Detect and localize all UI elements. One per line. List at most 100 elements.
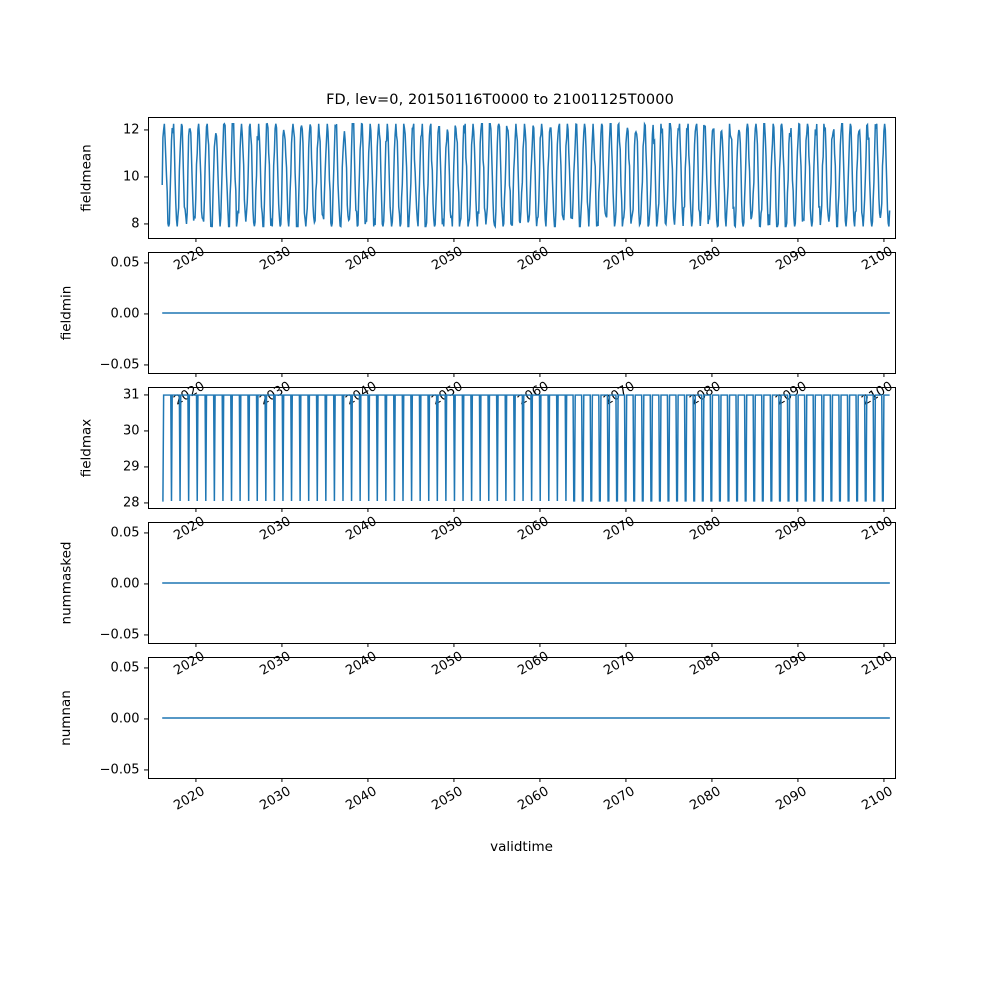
- y-tick-label-fieldmax-0: 28: [122, 495, 140, 511]
- y-axis-label-nummasked: nummasked: [57, 541, 74, 625]
- x-tick-mark-fieldmean-2: [367, 238, 369, 243]
- x-tick-label-numnan-4: 2060: [515, 784, 552, 814]
- plot-area-fieldmin: [149, 253, 895, 373]
- plot-area-fieldmax: [149, 388, 895, 508]
- y-tick-mark-nummasked-0: [144, 634, 149, 636]
- x-tick-mark-fieldmin-7: [797, 373, 799, 378]
- y-tick-label-fieldmax-3: 31: [122, 387, 140, 403]
- x-tick-mark-fieldmax-7: [797, 508, 799, 513]
- data-series-numnan: [161, 717, 890, 719]
- x-tick-mark-nummasked-4: [539, 643, 541, 648]
- y-tick-label-nummasked-0: −0.05: [99, 627, 140, 643]
- x-tick-label-numnan-2: 2040: [343, 784, 380, 814]
- x-tick-mark-fieldmean-7: [797, 238, 799, 243]
- data-series-nummasked: [161, 582, 890, 584]
- y-axis-label-fieldmin: fieldmin: [57, 285, 74, 341]
- x-axis-label: validtime: [490, 839, 553, 855]
- y-tick-mark-fieldmax-0: [144, 502, 149, 504]
- x-tick-mark-nummasked-3: [453, 643, 455, 648]
- y-tick-mark-nummasked-2: [144, 532, 149, 534]
- x-tick-mark-fieldmean-1: [281, 238, 283, 243]
- y-tick-mark-fieldmin-2: [144, 262, 149, 264]
- x-tick-mark-fieldmax-8: [883, 508, 885, 513]
- x-tick-mark-numnan-2: [367, 778, 369, 783]
- x-tick-mark-fieldmin-8: [883, 373, 885, 378]
- data-series-fieldmax: [161, 394, 890, 502]
- x-tick-mark-nummasked-7: [797, 643, 799, 648]
- x-tick-mark-fieldmax-3: [453, 508, 455, 513]
- y-axis-label-numnan: numnan: [57, 690, 74, 746]
- x-tick-mark-numnan-1: [281, 778, 283, 783]
- subplot-fieldmean: 8 10 12 2020 2030 2040 2050 2060 2070 2080 2090 210…: [123, 117, 896, 274]
- x-tick-mark-fieldmean-0: [195, 238, 197, 243]
- y-tick-mark-numnan-0: [144, 769, 149, 771]
- y-axis-label-fieldmean: fieldmean: [78, 144, 95, 212]
- plot-area-numnan: [149, 658, 895, 778]
- y-tick-mark-fieldmin-0: [144, 364, 149, 366]
- y-tick-mark-nummasked-1: [144, 583, 149, 585]
- data-series-fieldmin: [161, 312, 890, 314]
- x-tick-mark-fieldmin-3: [453, 373, 455, 378]
- y-tick-mark-fieldmax-2: [144, 430, 149, 432]
- y-tick-mark-fieldmean-2: [144, 129, 149, 131]
- y-tick-label-fieldmax-2: 30: [122, 423, 140, 439]
- y-tick-label-nummasked-2: 0.05: [110, 525, 140, 541]
- y-axis-label-fieldmax: fieldmax: [77, 418, 94, 478]
- x-tick-mark-nummasked-5: [625, 643, 627, 648]
- y-tick-label-fieldmax-1: 29: [122, 459, 140, 475]
- x-tick-mark-fieldmin-2: [367, 373, 369, 378]
- y-tick-label-fieldmean-0: 8: [131, 216, 140, 232]
- x-tick-mark-nummasked-0: [195, 643, 197, 648]
- x-tick-mark-nummasked-6: [711, 643, 713, 648]
- x-tick-mark-fieldmax-6: [711, 508, 713, 513]
- x-tick-mark-fieldmin-0: [195, 373, 197, 378]
- x-tick-mark-nummasked-1: [281, 643, 283, 648]
- x-tick-mark-fieldmin-6: [711, 373, 713, 378]
- y-tick-mark-fieldmean-0: [144, 222, 149, 225]
- x-tick-mark-fieldmin-5: [625, 373, 627, 378]
- y-tick-label-numnan-2: 0.05: [110, 660, 140, 676]
- x-tick-label-numnan-6: 2080: [686, 784, 724, 814]
- plot-area-nummasked: [149, 523, 895, 643]
- x-tick-mark-numnan-8: [883, 778, 885, 783]
- y-tick-label-fieldmin-2: 0.05: [110, 255, 140, 271]
- x-tick-mark-fieldmean-3: [453, 238, 455, 243]
- x-tick-mark-fieldmax-5: [625, 508, 627, 513]
- x-tick-label-numnan-1: 2030: [257, 784, 294, 814]
- y-tick-mark-fieldmean-1: [144, 176, 149, 178]
- y-tick-label-numnan-1: 0.00: [110, 711, 140, 727]
- y-tick-label-fieldmin-1: 0.00: [110, 306, 140, 322]
- subplot-fieldmax: 28 29 30 31 2020 2030 2040 2050 2060 2070 2080 2090…: [123, 387, 896, 544]
- y-tick-mark-fieldmin-1: [144, 313, 149, 315]
- x-tick-mark-numnan-5: [625, 778, 627, 783]
- x-tick-label-numnan-8: 2100: [858, 784, 896, 814]
- x-tick-mark-fieldmax-0: [195, 508, 197, 513]
- x-tick-mark-numnan-7: [797, 778, 799, 783]
- x-tick-mark-fieldmax-2: [367, 508, 369, 513]
- line-path-fieldmax: [161, 394, 890, 502]
- x-tick-mark-fieldmin-4: [539, 373, 541, 378]
- y-tick-label-fieldmean-1: 10: [122, 169, 140, 185]
- subplot-nummasked: −0.05 0.00 0.05 2020 2030 2040 2050 2060 2070 208…: [100, 522, 896, 679]
- x-tick-mark-fieldmean-4: [539, 238, 541, 243]
- line-path-fieldmean: [160, 121, 890, 230]
- subplot-numnan: −0.05 0.00 0.05 2020 2030 2040 2050 2060 2070 208…: [100, 657, 896, 814]
- x-tick-mark-fieldmean-8: [883, 238, 885, 243]
- x-tick-mark-fieldmean-5: [625, 238, 627, 243]
- plot-area-fieldmean: [149, 118, 895, 238]
- x-tick-mark-nummasked-8: [883, 643, 885, 648]
- x-tick-label-numnan-0: 2020: [171, 784, 208, 814]
- x-tick-label-numnan-5: 2070: [601, 784, 638, 814]
- x-tick-mark-fieldmean-6: [711, 238, 713, 243]
- figure-title: FD, lev=0, 20150116T0000 to 21001125T000…: [326, 92, 674, 108]
- x-tick-mark-nummasked-2: [367, 643, 369, 648]
- y-tick-label-numnan-0: −0.05: [99, 762, 140, 778]
- x-tick-label-numnan-7: 2090: [772, 784, 810, 814]
- y-tick-label-nummasked-1: 0.00: [110, 576, 140, 592]
- x-tick-label-numnan-3: 2050: [429, 784, 466, 814]
- y-tick-label-fieldmean-2: 12: [122, 122, 140, 138]
- x-tick-mark-numnan-0: [195, 778, 197, 783]
- y-tick-mark-numnan-1: [144, 718, 149, 720]
- y-tick-mark-numnan-2: [144, 667, 149, 669]
